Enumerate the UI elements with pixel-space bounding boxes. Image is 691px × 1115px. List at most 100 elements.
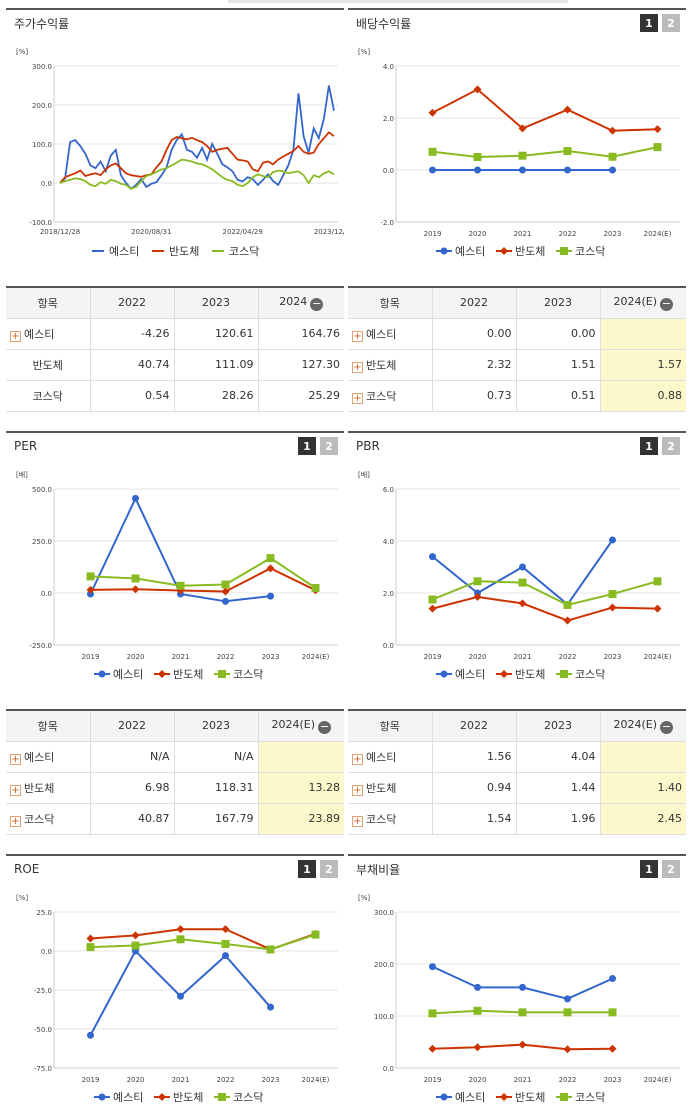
legend-label: 예스티 xyxy=(455,668,485,681)
kosdaq-point xyxy=(131,574,140,583)
bando-point xyxy=(86,934,95,943)
value-cell: 28.26 xyxy=(173,379,259,412)
y-tick-label: 2.0 xyxy=(383,590,394,598)
row-label-cell: + 코스닥 xyxy=(348,802,433,835)
value-cell: 6.98 xyxy=(89,771,175,804)
legend-item-bando[interactable]: 반도체 xyxy=(152,245,199,258)
yesti-point xyxy=(519,166,526,174)
collapse-icon[interactable]: − xyxy=(310,296,324,311)
value-cell: N/A xyxy=(89,740,175,773)
legend-item-yesti[interactable]: 예스티 xyxy=(436,668,485,681)
legend-item-bando[interactable]: 반도체 xyxy=(496,1091,545,1104)
legend-item-yesti[interactable]: 예스티 xyxy=(94,1091,143,1104)
kosdaq-point xyxy=(311,930,320,939)
bando-point xyxy=(518,124,527,133)
legend-label: 반도체 xyxy=(515,245,545,258)
kosdaq-line xyxy=(90,556,317,589)
legend-item-yesti[interactable]: 예스티 xyxy=(436,1091,485,1104)
collapse-icon[interactable]: − xyxy=(318,719,332,734)
row-label-cell: + 예스티 xyxy=(348,317,433,350)
value-cell: 2.45 xyxy=(599,802,686,835)
y-tick-label: -250.0 xyxy=(29,642,52,650)
legend-item-yesti[interactable]: 예스티 xyxy=(94,668,143,681)
expand-icon[interactable]: + xyxy=(10,784,21,796)
kosdaq-point xyxy=(428,595,437,604)
value-cell: 2.32 xyxy=(431,348,517,381)
x-tick-label: 2020 xyxy=(127,653,145,661)
tab-2[interactable]: 2 xyxy=(320,437,338,455)
table-row: + 반도체 0.94 1.44 1.40 xyxy=(348,771,686,804)
column-header: 항목 xyxy=(348,287,433,319)
y-tick-label: -75.0 xyxy=(34,1065,52,1073)
square-icon xyxy=(218,1093,226,1101)
yesti-line xyxy=(432,965,613,1000)
legend-item-kosdaq[interactable]: 코스닥 xyxy=(556,245,605,258)
value-cell: 167.79 xyxy=(173,802,259,835)
value-cell xyxy=(257,740,344,773)
legend-item-bando[interactable]: 반도체 xyxy=(496,245,545,258)
value-cell: 1.44 xyxy=(515,771,601,804)
bando-point xyxy=(473,592,482,601)
expand-icon[interactable]: + xyxy=(352,753,363,765)
expand-icon[interactable]: + xyxy=(352,330,363,342)
legend-item-kosdaq[interactable]: 코스닥 xyxy=(556,1091,605,1104)
yesti-point xyxy=(222,597,229,605)
tab-2[interactable]: 2 xyxy=(320,860,338,878)
kosdaq-point xyxy=(176,935,185,944)
legend-item-bando[interactable]: 반도체 xyxy=(154,1091,203,1104)
tab-1[interactable]: 1 xyxy=(640,860,658,878)
legend-item-yesti[interactable]: 예스티 xyxy=(436,245,485,258)
legend-item-bando[interactable]: 반도체 xyxy=(496,668,545,681)
column-header: 항목 xyxy=(6,287,91,319)
y-tick-label: 250.0 xyxy=(32,538,52,546)
expand-icon[interactable]: + xyxy=(10,753,21,765)
value-cell: 0.73 xyxy=(431,379,517,412)
collapse-icon[interactable]: − xyxy=(660,296,674,311)
kosdaq-point xyxy=(608,152,617,161)
bando-point xyxy=(563,105,572,114)
kosdaq-point xyxy=(473,1006,482,1015)
tab-1[interactable]: 1 xyxy=(640,14,658,32)
x-tick-label: 2018/12/28 xyxy=(40,228,80,236)
expand-icon[interactable]: + xyxy=(352,784,363,796)
expand-icon[interactable]: + xyxy=(352,392,363,404)
legend-item-bando[interactable]: 반도체 xyxy=(154,668,203,681)
bando-point xyxy=(176,925,185,934)
value-cell: 127.30 xyxy=(257,348,344,381)
tab-1[interactable]: 1 xyxy=(640,437,658,455)
expand-icon[interactable]: + xyxy=(352,361,363,373)
legend-item-kosdaq[interactable]: 코스닥 xyxy=(214,668,263,681)
row-label-cell: + 반도체 xyxy=(6,771,91,804)
x-tick-label: 2022 xyxy=(559,230,577,238)
value-cell: 0.88 xyxy=(599,379,686,412)
legend-item-kosdaq[interactable]: 코스닥 xyxy=(214,1091,263,1104)
legend-item-kosdaq[interactable]: 코스닥 xyxy=(556,668,605,681)
expand-icon[interactable]: + xyxy=(352,815,363,827)
tab-1[interactable]: 1 xyxy=(298,437,316,455)
x-tick-label: 2023 xyxy=(604,1076,622,1084)
legend-item-kosdaq[interactable]: 코스닥 xyxy=(212,245,259,258)
tab-1[interactable]: 1 xyxy=(298,860,316,878)
tab-2[interactable]: 2 xyxy=(662,14,680,32)
pbr-chart-svg: [배] 6.0 4.0 2.0 0.0 2019 2020 2021 2022 2023 2024(… xyxy=(358,470,680,681)
stock-return-table: 항목 2022 2023 2024− + 예스티 -4.26 120.61 164.76 반도체 4… xyxy=(6,286,344,412)
x-tick-label: 2024(E) xyxy=(644,1076,672,1084)
legend-item-yesti[interactable]: 예스티 xyxy=(92,245,139,258)
value-cell: 13.28 xyxy=(257,771,344,804)
square-icon xyxy=(560,247,568,255)
table-row: + 예스티 N/A N/A xyxy=(6,740,344,773)
yesti-point xyxy=(564,166,571,174)
expand-icon[interactable]: + xyxy=(10,815,21,827)
x-tick-label: 2021 xyxy=(514,230,532,238)
expand-icon[interactable]: + xyxy=(10,330,21,342)
tab-2[interactable]: 2 xyxy=(662,437,680,455)
kosdaq-point xyxy=(653,143,662,152)
tab-2[interactable]: 2 xyxy=(662,860,680,878)
roe-chart: [%] 25.0 0.0 -25.0 -50.0 -75.0 2019 2020 2021 202… xyxy=(6,882,344,1114)
unit-label: [배] xyxy=(16,470,28,479)
yesti-point xyxy=(429,553,436,561)
collapse-icon[interactable]: − xyxy=(660,719,674,734)
y-tick-label: -100.0 xyxy=(29,219,52,227)
bando-point xyxy=(608,1044,617,1053)
